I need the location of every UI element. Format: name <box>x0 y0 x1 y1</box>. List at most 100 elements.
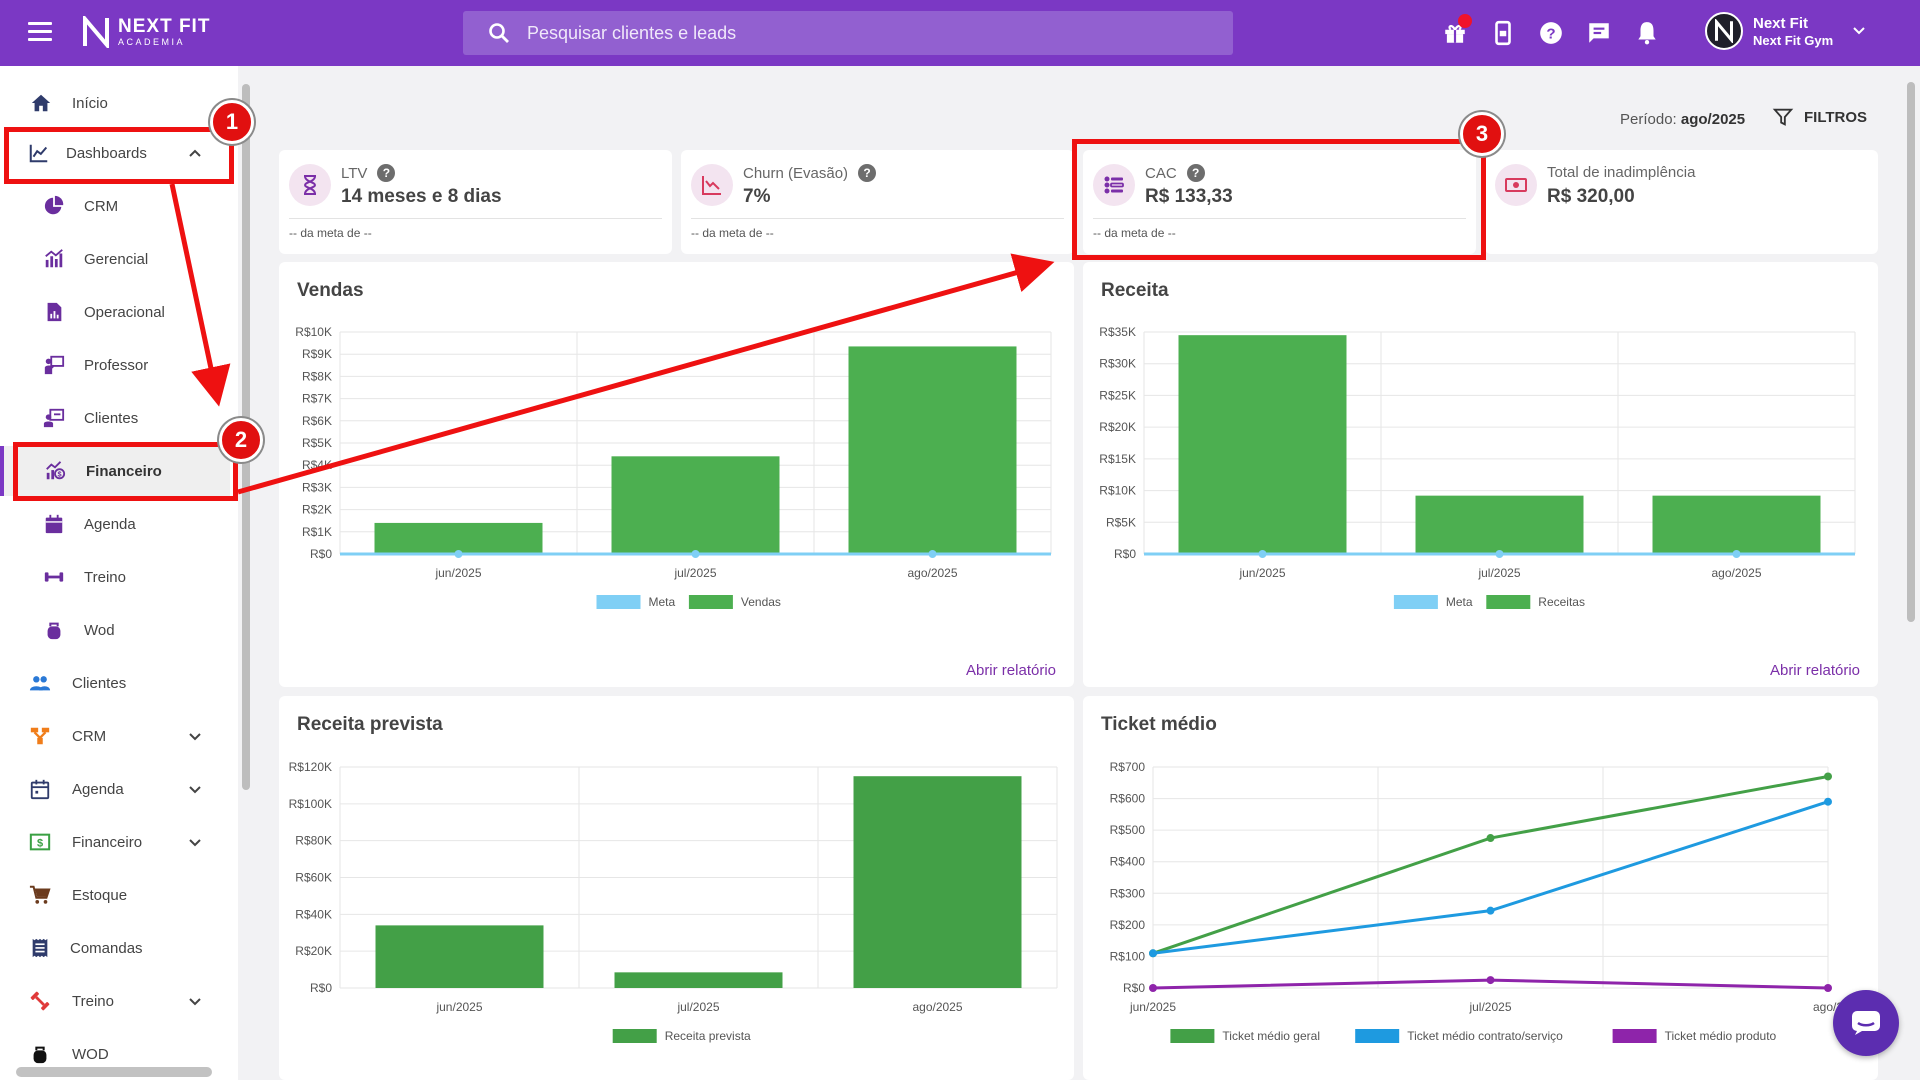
sidebar-item-agenda[interactable]: Agenda <box>0 764 230 814</box>
legend-swatch <box>688 595 733 609</box>
sidebar-item-wod-dashboard[interactable]: Wod <box>0 605 230 655</box>
help-icon[interactable]: ? <box>858 164 877 182</box>
sidebar-item-financeiro-dashboard[interactable]: $ Financeiro <box>0 446 230 496</box>
hourglass-icon <box>289 164 331 206</box>
cash-icon <box>1495 164 1537 206</box>
home-icon <box>30 92 52 114</box>
sidebar-item-label: Financeiro <box>86 462 162 480</box>
legend-swatch <box>612 1029 657 1043</box>
legend-swatch <box>1393 595 1438 609</box>
legend-swatch <box>1486 595 1531 609</box>
data-point <box>1486 906 1495 915</box>
sidebar-item-crm[interactable]: CRM <box>0 711 230 761</box>
sidebar-item-operacional[interactable]: Operacional <box>0 287 230 337</box>
bell-icon[interactable] <box>1632 18 1662 48</box>
sidebar-item-comandas[interactable]: Comandas <box>0 923 230 973</box>
sidebar-horizontal-scrollbar[interactable] <box>16 1067 212 1077</box>
x-tick-label: ago/2025 <box>907 566 957 580</box>
money-icon: $ <box>29 831 51 853</box>
legend-label: Receitas <box>1538 595 1585 609</box>
bar <box>374 522 543 554</box>
y-tick-label: R$2K <box>302 503 332 517</box>
y-tick-label: R$7K <box>302 392 332 406</box>
search-bar[interactable] <box>463 11 1233 55</box>
search-input[interactable] <box>527 22 1127 44</box>
user-name: Next Fit <box>1753 14 1809 32</box>
kettlebell-icon <box>29 1043 51 1065</box>
y-tick-label: R$400 <box>1110 855 1146 869</box>
legend-label: Ticket médio produto <box>1665 1029 1777 1043</box>
annotation-number: 3 <box>1460 112 1504 156</box>
y-tick-label: R$15K <box>1099 452 1136 466</box>
panel-vendas: R$0 R$1K R$2K R$3K R$4K R$5K R$6K R$7K R$8K R$9K R… <box>279 262 1074 687</box>
kpi-title: LTV <box>341 164 368 182</box>
sidebar-item-agenda-dashboard[interactable]: Agenda <box>0 499 230 549</box>
data-point <box>1824 797 1832 806</box>
y-tick-label: R$0 <box>1114 547 1136 561</box>
y-tick-label: R$0 <box>310 547 332 561</box>
y-tick-label: R$25K <box>1099 388 1136 402</box>
filters-button[interactable]: FILTROS <box>1772 106 1867 128</box>
user-menu[interactable]: Next Fit Next Fit Gym <box>1705 12 1867 50</box>
kpi-title: Churn (Evasão) <box>743 164 849 182</box>
sidebar-item-inicio[interactable]: Início <box>0 78 230 128</box>
sidebar-item-label: CRM <box>84 197 119 215</box>
data-point <box>454 550 463 558</box>
svg-text:?: ? <box>1546 25 1555 42</box>
sidebar-item-estoque[interactable]: Estoque <box>0 870 230 920</box>
hamburger-menu-icon[interactable] <box>28 22 52 42</box>
annotation-number: 1 <box>210 100 254 144</box>
sidebar-item-wod[interactable]: WOD <box>0 1029 230 1079</box>
divider <box>691 218 1064 219</box>
sidebar-item-label: Dashboards <box>66 144 147 162</box>
open-report-link[interactable]: Abrir relatório <box>965 662 1056 679</box>
sidebar-item-treino[interactable]: Treino <box>0 976 230 1026</box>
y-tick-label: R$0 <box>310 981 332 995</box>
legend-label: Ticket médio contrato/serviço <box>1407 1029 1563 1043</box>
y-tick-label: R$500 <box>1110 823 1146 837</box>
help-icon[interactable]: ? <box>377 164 396 182</box>
sidebar-item-financeiro[interactable]: $ Financeiro <box>0 817 230 867</box>
mobile-icon[interactable] <box>1488 18 1518 48</box>
chat-icon[interactable] <box>1584 18 1614 48</box>
sidebar-item-dashboards[interactable]: Dashboards <box>0 128 230 178</box>
logo-title: NEXT FIT <box>118 16 211 37</box>
sidebar-item-clientes[interactable]: Clientes <box>0 658 230 708</box>
help-icon[interactable]: ? <box>1536 18 1566 48</box>
sidebar-item-professor[interactable]: Professor <box>0 340 230 390</box>
main-scrollbar[interactable] <box>1907 82 1915 622</box>
active-indicator <box>0 446 4 496</box>
y-tick-label: R$100K <box>289 797 332 811</box>
top-bar: NEXT FIT ACADEMIA ? Next Fit Next Fi <box>0 0 1920 66</box>
help-icon[interactable]: ? <box>1186 164 1205 182</box>
sidebar-item-gerencial[interactable]: Gerencial <box>0 234 230 284</box>
logo[interactable]: NEXT FIT ACADEMIA <box>82 16 210 48</box>
sidebar-item-label: WOD <box>72 1045 109 1063</box>
trending-down-icon <box>691 164 733 206</box>
gift-icon[interactable] <box>1440 14 1472 48</box>
ticket-medio-chart: R$0 R$100 R$200 R$300 R$400 R$500 R$600 R$700 ju… <box>1110 760 1843 1043</box>
avatar <box>1705 12 1743 50</box>
kpi-meta: -- da meta de -- <box>1093 226 1176 240</box>
legend-swatch <box>1612 1029 1657 1043</box>
x-tick-label: jun/2025 <box>1238 566 1285 580</box>
next-fit-logo-icon <box>83 16 109 48</box>
finance-chart-icon: $ <box>44 460 66 482</box>
legend-swatch <box>596 595 641 609</box>
y-tick-label: R$700 <box>1110 760 1146 774</box>
kpi-value: 14 meses e 8 dias <box>341 186 502 207</box>
divider <box>289 218 662 219</box>
sidebar-item-clientes-dashboard[interactable]: Clientes <box>0 393 230 443</box>
sidebar-item-crm-dashboard[interactable]: CRM <box>0 181 230 231</box>
y-tick-label: R$20K <box>295 944 332 958</box>
filters-label: FILTROS <box>1804 108 1868 126</box>
y-tick-label: R$600 <box>1110 792 1146 806</box>
data-point <box>1149 949 1157 958</box>
kettlebell-icon <box>43 619 65 641</box>
sidebar-item-treino-dashboard[interactable]: Treino <box>0 552 230 602</box>
open-report-link[interactable]: Abrir relatório <box>1769 662 1860 679</box>
filter-icon <box>1772 108 1794 126</box>
chat-support-button[interactable] <box>1833 990 1899 1056</box>
calendar-icon <box>29 778 51 800</box>
chat-bubble-icon <box>1852 1011 1880 1035</box>
